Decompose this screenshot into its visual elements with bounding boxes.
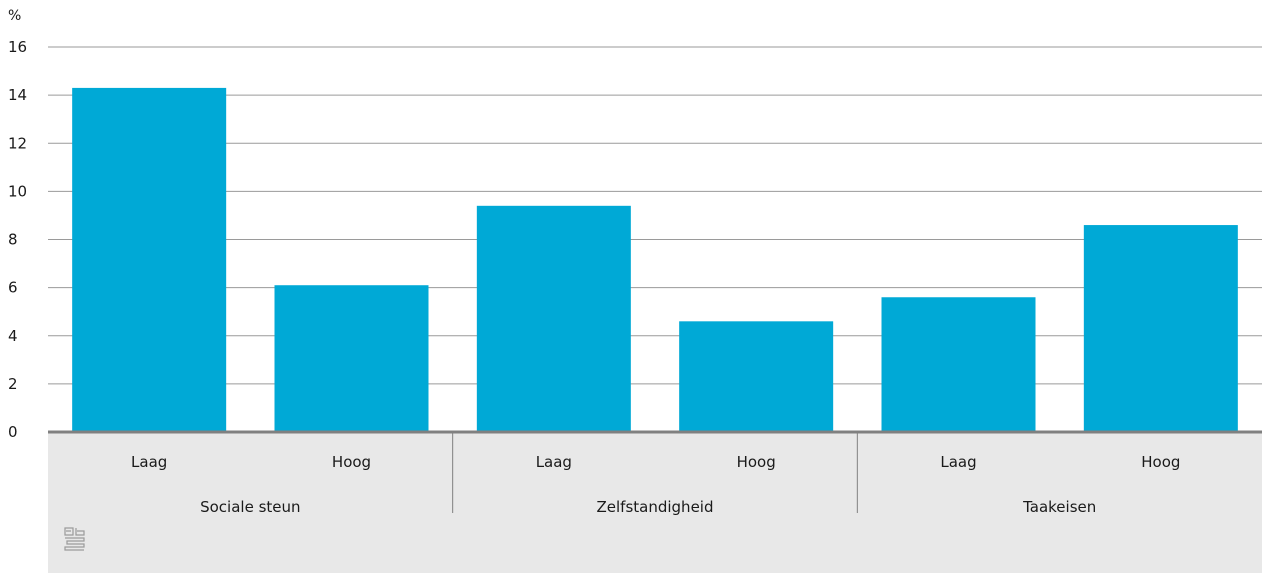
y-unit-label: % <box>8 8 21 24</box>
bar <box>881 297 1036 432</box>
bar <box>1083 225 1238 432</box>
bar <box>679 321 834 432</box>
bar <box>274 285 429 432</box>
category-label: Hoog <box>1141 453 1180 471</box>
y-tick-label: 6 <box>8 279 18 297</box>
y-tick-label: 0 <box>8 423 18 441</box>
y-tick-label: 8 <box>8 231 18 249</box>
cbs-logo-icon <box>64 527 85 551</box>
group-separators <box>452 432 858 513</box>
category-label: Laag <box>536 453 572 471</box>
y-tick-label: 14 <box>8 86 27 104</box>
y-tick-label: 4 <box>8 327 18 345</box>
category-label: Laag <box>131 453 167 471</box>
y-tick-label: 12 <box>8 134 27 152</box>
category-axis-band <box>48 432 1262 573</box>
category-label: Hoog <box>332 453 371 471</box>
gridlines <box>48 46 1262 385</box>
bars <box>72 87 1238 432</box>
y-tick-label: 10 <box>8 182 27 200</box>
bar <box>476 205 631 432</box>
bar <box>72 87 227 432</box>
group-label: Zelfstandigheid <box>597 498 714 516</box>
group-label: Taakeisen <box>1022 498 1096 516</box>
y-tick-label: 2 <box>8 375 18 393</box>
y-tick-labels: 0 2 4 6 8 10 12 14 16 <box>8 38 27 441</box>
group-label: Sociale steun <box>200 498 300 516</box>
category-label: Laag <box>940 453 976 471</box>
y-tick-label: 16 <box>8 38 27 56</box>
category-labels: Laag Hoog Laag Hoog Laag Hoog <box>131 453 1180 471</box>
category-label: Hoog <box>737 453 776 471</box>
group-labels: Sociale steun Zelfstandigheid Taakeisen <box>200 498 1096 516</box>
